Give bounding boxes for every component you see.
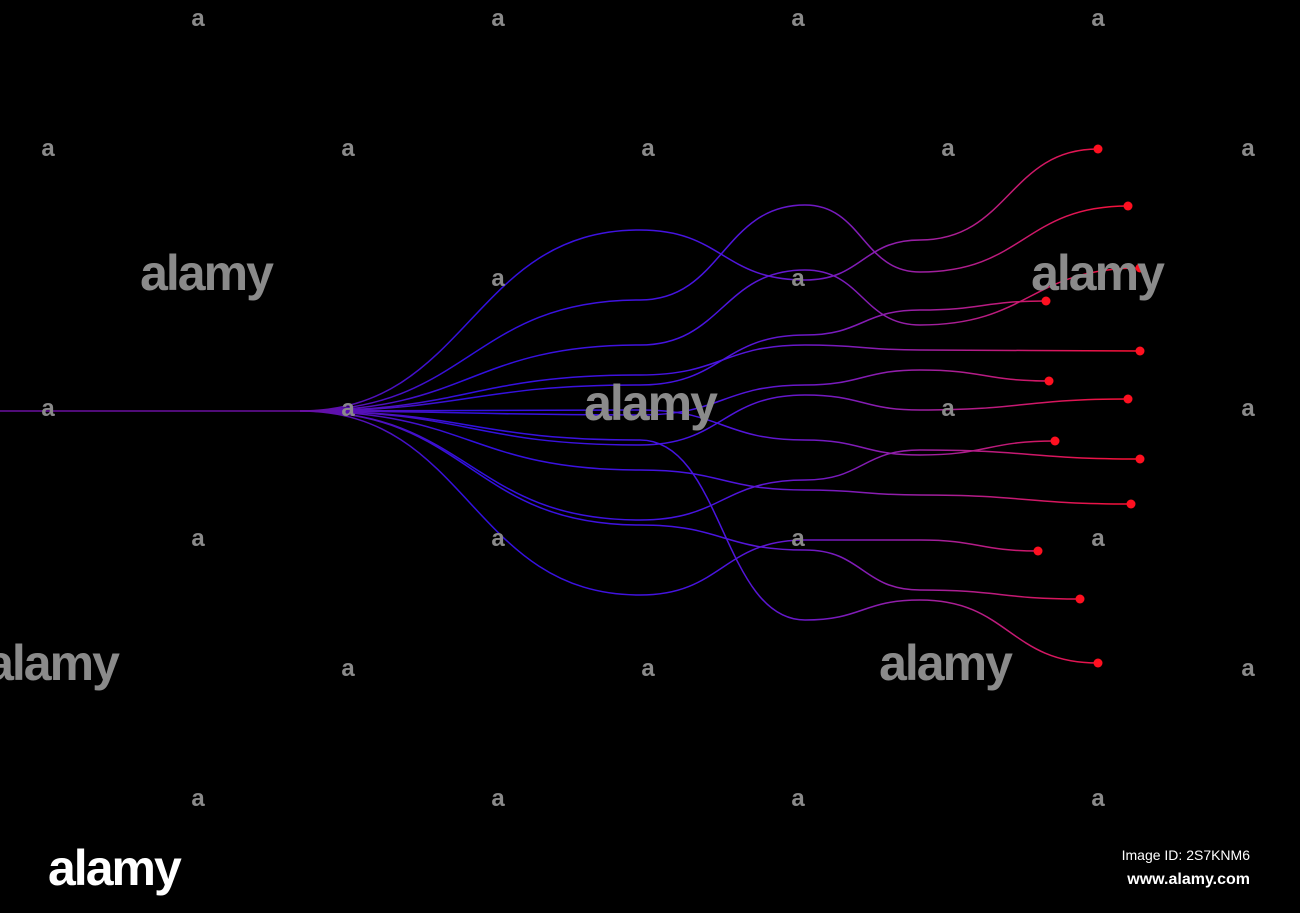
end-dot: [1123, 394, 1133, 404]
end-dot: [1044, 376, 1054, 386]
footer-logo: alamy: [48, 840, 182, 896]
end-dot: [1050, 436, 1060, 446]
watermarks: a a a a a a a a a a a a a a a a a a a a a a a a a a alamy alamy alam…: [0, 5, 1255, 812]
line-bundle: [0, 144, 1145, 668]
end-dot: [1135, 454, 1145, 464]
footer-url: www.alamy.com: [1126, 871, 1250, 888]
watermark-small: a: [491, 525, 505, 552]
watermark-small: a: [191, 5, 205, 32]
curve: [299, 267, 1141, 412]
watermark-small: a: [191, 525, 205, 552]
watermark-small: a: [191, 785, 205, 812]
image-id: Image ID: 2S7KNM6: [1122, 847, 1251, 863]
curve: [299, 300, 1047, 412]
watermark-large: alamy: [1031, 245, 1165, 301]
watermark-small: a: [941, 395, 955, 422]
end-dot: [1126, 499, 1136, 509]
watermark-small: a: [1091, 525, 1105, 552]
end-dot: [1093, 658, 1103, 668]
watermark-small: a: [491, 785, 505, 812]
watermark-small: a: [41, 135, 55, 162]
watermark-small: a: [491, 5, 505, 32]
watermark-small: a: [641, 135, 655, 162]
watermark-small: a: [1091, 5, 1105, 32]
watermark-small: a: [941, 135, 955, 162]
watermark-small: a: [1241, 655, 1255, 682]
watermark-small: a: [41, 395, 55, 422]
watermark-small: a: [1241, 395, 1255, 422]
end-dot: [1075, 594, 1085, 604]
end-dot: [1093, 144, 1103, 154]
watermark-small: a: [341, 655, 355, 682]
watermark-small: a: [791, 785, 805, 812]
watermark-small: a: [641, 655, 655, 682]
watermark-large: alamy: [879, 635, 1013, 691]
watermark-small: a: [341, 135, 355, 162]
curve: [299, 204, 1129, 412]
end-dot: [1041, 296, 1051, 306]
watermark-small: a: [1241, 135, 1255, 162]
curve: [299, 410, 1081, 600]
watermark-large: alamy: [584, 375, 718, 431]
curve: [299, 369, 1050, 416]
end-dot: [1123, 201, 1133, 211]
watermark-small: a: [791, 5, 805, 32]
curve: [299, 148, 1099, 412]
curve: [299, 344, 1141, 412]
curve: [299, 409, 1056, 456]
watermark-small: a: [1091, 785, 1105, 812]
watermark-large: alamy: [140, 245, 274, 301]
curve: [299, 410, 1132, 505]
watermark-small: a: [791, 265, 805, 292]
end-dot: [1033, 546, 1043, 556]
watermark-small: a: [341, 395, 355, 422]
end-dot: [1135, 346, 1145, 356]
watermark-small: a: [791, 525, 805, 552]
watermark-small: a: [491, 265, 505, 292]
curve: [299, 410, 1141, 521]
curve: [299, 410, 1099, 664]
end-dot: [1135, 263, 1145, 273]
curve: [299, 410, 1039, 596]
watermark-large: alamy: [0, 635, 120, 691]
curve: [299, 394, 1129, 446]
